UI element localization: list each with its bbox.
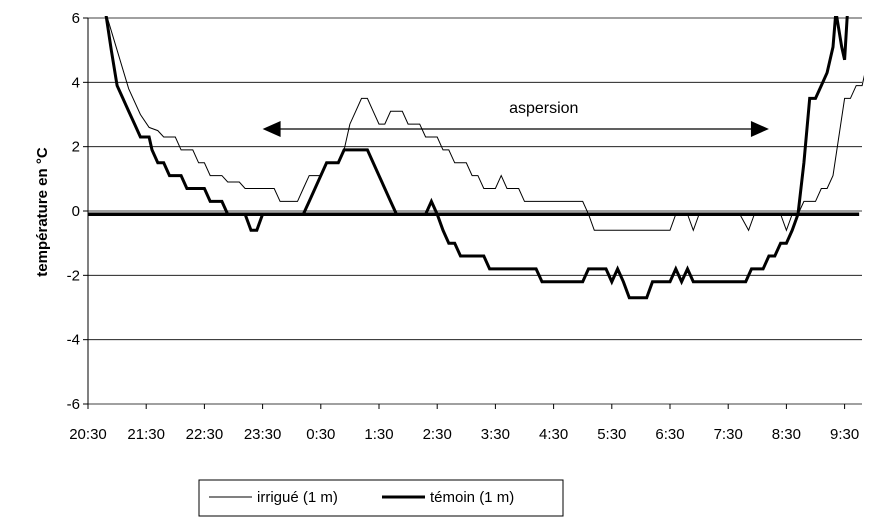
x-tick-label: 8:30 — [772, 426, 801, 443]
x-tick-label: 0:30 — [306, 426, 335, 443]
y-axis-tick-labels: 6 4 2 0 -2 -4 -6 — [67, 10, 80, 413]
x-tick-label: 23:30 — [244, 426, 282, 443]
plot-area — [88, 16, 864, 300]
x-tick-label: 1:30 — [364, 426, 393, 443]
aspersion-annotation: aspersion — [262, 100, 769, 137]
y-tick-label: -2 — [67, 267, 80, 284]
y-axis-label: température en °C — [34, 147, 51, 277]
x-tick-label: 3:30 — [481, 426, 510, 443]
y-tick-label: 4 — [72, 74, 80, 91]
x-axis-tick-labels: 20:30 21:30 22:30 23:30 0:30 1:30 2:30 3:30 4:30… — [69, 404, 859, 443]
y-tick-label: 2 — [72, 139, 80, 156]
x-tick-label: 6:30 — [655, 426, 684, 443]
x-tick-label: 22:30 — [186, 426, 224, 443]
legend-label-temoin: témoin (1 m) — [430, 489, 514, 506]
aspersion-arrow-head-right — [750, 120, 769, 137]
y-tick-label: 0 — [72, 203, 80, 220]
x-tick-label: 7:30 — [714, 426, 743, 443]
series-line-temoin — [104, 16, 849, 300]
legend: irrigué (1 m) témoin (1 m) — [198, 479, 564, 517]
legend-box — [198, 479, 564, 517]
y-tick-label: -4 — [67, 332, 80, 349]
x-tick-label: 20:30 — [69, 426, 107, 443]
x-tick-label: 5:30 — [597, 426, 626, 443]
x-tick-label: 21:30 — [127, 426, 165, 443]
series-line-irrigue — [106, 16, 864, 232]
series-lines — [88, 16, 864, 300]
y-tick-label: -6 — [67, 396, 80, 413]
horizontal-gridlines — [83, 17, 862, 405]
y-tick-label: 6 — [72, 10, 80, 27]
aspersion-label: aspersion — [509, 100, 578, 117]
aspersion-arrow-head-left — [262, 120, 281, 137]
x-tick-label: 9:30 — [830, 426, 859, 443]
legend-label-irrigue: irrigué (1 m) — [257, 489, 338, 506]
x-tick-label: 4:30 — [539, 426, 568, 443]
x-tick-label: 2:30 — [423, 426, 452, 443]
